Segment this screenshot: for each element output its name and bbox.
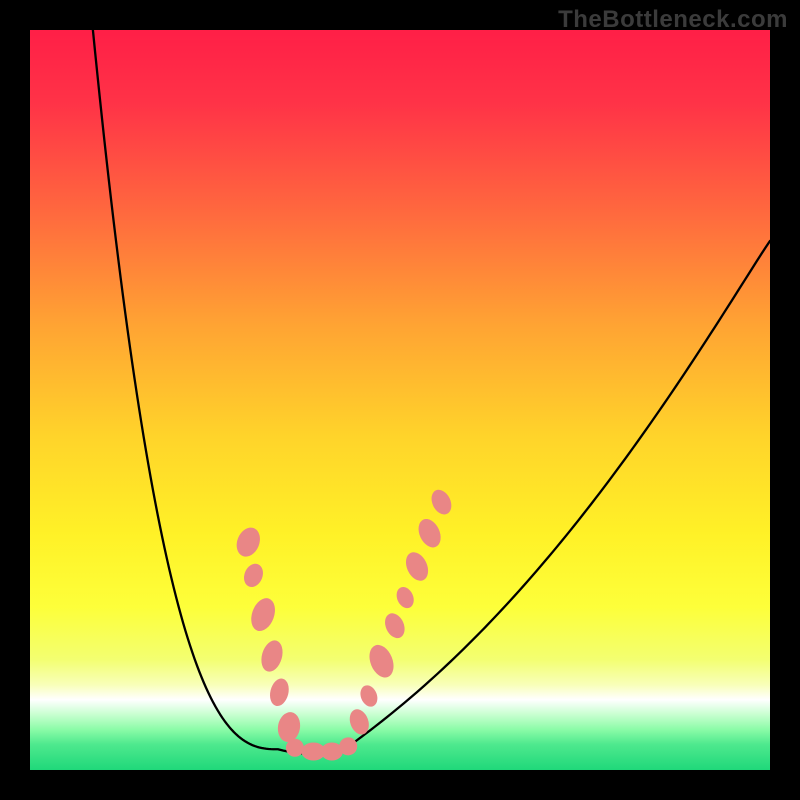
chart-svg bbox=[0, 0, 800, 800]
gradient-panel bbox=[30, 30, 770, 770]
chart-stage: TheBottleneck.com bbox=[0, 0, 800, 800]
watermark-text: TheBottleneck.com bbox=[558, 6, 788, 34]
bead-6 bbox=[286, 739, 304, 757]
